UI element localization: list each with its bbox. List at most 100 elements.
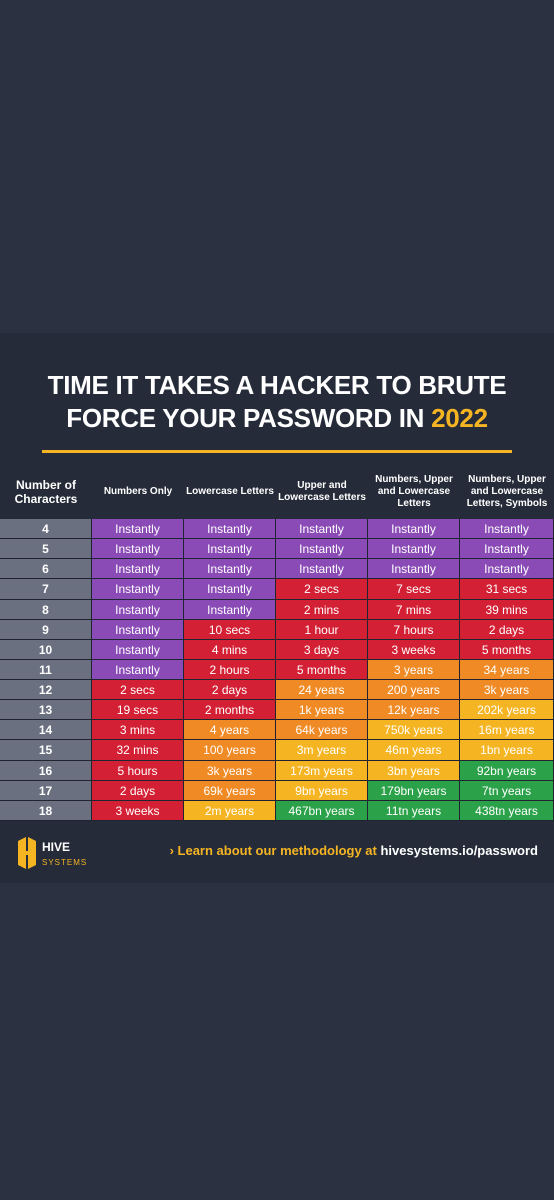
table-cell: 1k years <box>276 700 368 720</box>
table-cell: Instantly <box>368 539 460 559</box>
table-cell: 3m years <box>276 740 368 761</box>
row-header-cell: 11 <box>0 660 92 680</box>
methodology-link[interactable]: › Learn about our methodology at hivesys… <box>170 843 538 858</box>
table-cell: 3 days <box>276 640 368 660</box>
table-cell: 7 secs <box>368 579 460 600</box>
column-header-1: Numbers Only <box>103 486 173 497</box>
table-cell: 3 weeks <box>92 801 184 821</box>
table-cell: 3 years <box>368 660 460 680</box>
logo-text-top: HIVE <box>42 840 70 854</box>
table-cell: 64k years <box>276 720 368 740</box>
table-cell: Instantly <box>92 640 184 660</box>
table-cell: 3k years <box>184 761 276 781</box>
row-header-cell: 4 <box>0 519 92 539</box>
table-cell: 2 months <box>184 700 276 720</box>
row-header-cell: 16 <box>0 761 92 781</box>
table-cell: Instantly <box>276 559 368 579</box>
table-cell: 69k years <box>184 781 276 801</box>
table-cell: 19 secs <box>92 700 184 720</box>
table-cell: 173m years <box>276 761 368 781</box>
table-cell: 1bn years <box>460 740 554 761</box>
table-cell: 2 secs <box>276 579 368 600</box>
row-header-cell: 18 <box>0 801 92 821</box>
logo-text-bottom: SYSTEMS <box>42 858 87 867</box>
table-cell: Instantly <box>184 600 276 620</box>
table-cell: 34 years <box>460 660 554 680</box>
row-header-cell: 12 <box>0 680 92 700</box>
table-cell: Instantly <box>460 539 554 559</box>
password-table: 4 Instantly Instantly Instantly Instantly Ins… <box>0 519 554 821</box>
title-underline <box>42 450 512 453</box>
column-header-5: Numbers, Upper and Lowercase Letters, Sy… <box>466 474 548 509</box>
table-cell: 46m years <box>368 740 460 761</box>
row-header-cell: 6 <box>0 559 92 579</box>
table-cell: 438tn years <box>460 801 554 821</box>
table-cell: 5 hours <box>92 761 184 781</box>
table-cell: 202k years <box>460 700 554 720</box>
table-cell: Instantly <box>184 559 276 579</box>
table-cell: 39 mins <box>460 600 554 620</box>
table-cell: 7tn years <box>460 781 554 801</box>
title-line-2: FORCE YOUR PASSWORD IN 2022 <box>0 402 554 435</box>
table-cell: Instantly <box>92 620 184 640</box>
column-header-0: Number of Characters <box>14 478 78 506</box>
table-cell: Instantly <box>92 660 184 680</box>
table-cell: 92bn years <box>460 761 554 781</box>
column-header-2: Lowercase Letters <box>186 486 274 497</box>
table-cell: 32 mins <box>92 740 184 761</box>
row-header-cell: 13 <box>0 700 92 720</box>
table-cell: Instantly <box>184 579 276 600</box>
table-cell: Instantly <box>92 539 184 559</box>
table-cell: 12k years <box>368 700 460 720</box>
table-cell: 9bn years <box>276 781 368 801</box>
table-cell: 2 days <box>184 680 276 700</box>
title-year: 2022 <box>431 403 488 433</box>
table-cell: 3bn years <box>368 761 460 781</box>
table-cell: 3 mins <box>92 720 184 740</box>
table-cell: 7 mins <box>368 600 460 620</box>
row-header-cell: 5 <box>0 539 92 559</box>
row-header-cell: 15 <box>0 740 92 761</box>
table-cell: 10 secs <box>184 620 276 640</box>
table-cell: 7 hours <box>368 620 460 640</box>
table-cell: Instantly <box>276 519 368 539</box>
table-cell: 179bn years <box>368 781 460 801</box>
table-cell: 31 secs <box>460 579 554 600</box>
table-cell: 16m years <box>460 720 554 740</box>
table-cell: Instantly <box>184 519 276 539</box>
table-cell: 1 hour <box>276 620 368 640</box>
column-header-3: Upper and Lowercase Letters <box>278 480 366 503</box>
table-cell: 5 months <box>460 640 554 660</box>
row-header-cell: 17 <box>0 781 92 801</box>
table-cell: 100 years <box>184 740 276 761</box>
title-line-1: TIME IT TAKES A HACKER TO BRUTE <box>47 370 507 400</box>
table-cell: Instantly <box>92 559 184 579</box>
table-cell: 11tn years <box>368 801 460 821</box>
table-cell: Instantly <box>460 519 554 539</box>
table-cell: 2 days <box>92 781 184 801</box>
table-cell: 2m years <box>184 801 276 821</box>
table-cell: 4 years <box>184 720 276 740</box>
hive-systems-logo: HIVE SYSTEMS <box>18 837 87 869</box>
table-cell: 3k years <box>460 680 554 700</box>
table-cell: 467bn years <box>276 801 368 821</box>
table-cell: 3 weeks <box>368 640 460 660</box>
table-cell: 2 secs <box>92 680 184 700</box>
table-cell: Instantly <box>368 559 460 579</box>
row-header-cell: 14 <box>0 720 92 740</box>
methodology-link-lead: Learn about our methodology at <box>177 843 381 858</box>
row-header-cell: 8 <box>0 600 92 620</box>
infographic-title: TIME IT TAKES A HACKER TO BRUTE FORCE YO… <box>0 369 554 435</box>
table-cell: 4 mins <box>184 640 276 660</box>
methodology-link-url: hivesystems.io/password <box>380 843 538 858</box>
table-cell: 5 months <box>276 660 368 680</box>
table-cell: 2 days <box>460 620 554 640</box>
title-line-2-text: FORCE YOUR PASSWORD IN <box>66 403 432 433</box>
table-cell: Instantly <box>184 539 276 559</box>
table-cell: Instantly <box>92 519 184 539</box>
table-cell: Instantly <box>460 559 554 579</box>
password-infographic: TIME IT TAKES A HACKER TO BRUTE FORCE YO… <box>0 333 554 883</box>
table-cell: Instantly <box>368 519 460 539</box>
row-header-cell: 9 <box>0 620 92 640</box>
chevron-right-icon: › <box>169 843 174 858</box>
